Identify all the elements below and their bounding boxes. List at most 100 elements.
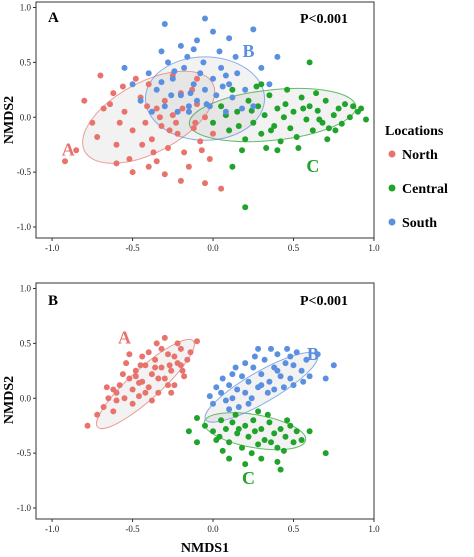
panel-b-point-north (100, 404, 107, 410)
panel-a-point-central (350, 103, 357, 110)
panel-a-point-central (261, 112, 268, 119)
panel-b-point-central (210, 428, 216, 435)
panel-b-point-south (218, 389, 225, 396)
panel-a-point-central (363, 116, 369, 123)
panel-a-point-north (161, 171, 168, 178)
panel-a-point-central (346, 114, 353, 121)
panel-a-point-south (185, 103, 192, 110)
panel-a-point-south (250, 103, 257, 110)
panel-a-point-north (107, 101, 113, 108)
panel-a-point-central (324, 136, 331, 143)
panel-a-point-south (210, 75, 216, 82)
panel-a-point-north (62, 158, 68, 165)
panel-a-point-central (342, 101, 348, 108)
panel-a-point-central (335, 105, 342, 112)
panel-b-point-central (242, 461, 249, 468)
panel-b-point-north (126, 351, 133, 358)
panel-a-cluster-label-central: C (306, 156, 319, 176)
panel-a-point-central (235, 123, 242, 129)
panel-b-point-south (268, 345, 274, 352)
panel-a-point-north (194, 75, 200, 82)
panel-b-point-south (277, 373, 284, 380)
panel-a-point-south (184, 53, 191, 60)
panel-b-point-north (152, 356, 159, 363)
panel-b-point-south (290, 382, 297, 389)
panel-a-point-north (150, 149, 157, 156)
panel-b-point-north (84, 422, 91, 429)
panel-b-x-axis-title: NMDS1 (181, 541, 229, 556)
panel-b-point-south (258, 382, 265, 389)
panel-b-point-north (139, 353, 146, 360)
panel-b-point-central (251, 428, 258, 435)
panel-b-point-south (293, 349, 300, 356)
panel-a-point-north (129, 127, 136, 134)
panel-a-point-south (200, 59, 207, 66)
panel-b-point-central (255, 408, 262, 415)
panel-a-point-central (245, 97, 252, 104)
panel-a-point-north (174, 130, 181, 137)
panel-a-point-south (258, 64, 265, 71)
panel-b-cluster-label-central: C (242, 468, 255, 488)
panel-b-y-tick-label: -0.5 (17, 448, 32, 458)
panel-b-point-north (155, 389, 162, 396)
panel-a-point-south (129, 81, 136, 88)
panel-b-point-south (306, 373, 313, 380)
panel-a-point-north (179, 105, 186, 112)
panel-b-point-central (298, 437, 305, 443)
panel-b-point-central (284, 417, 291, 424)
panel-b-y-tick-label: -1.0 (17, 503, 32, 513)
panel-b-point-north (116, 382, 123, 389)
panel-b-point-north (152, 364, 159, 371)
panel-a-y-ticks: -1.0 -0.5 0.0 0.5 1.0 (17, 2, 36, 232)
panel-a-point-north (132, 75, 139, 82)
panel-b-point-north (153, 340, 160, 347)
panel-b-point-north (187, 349, 194, 356)
panel-b-point-north (105, 395, 112, 402)
panel-a-point-north (119, 83, 126, 90)
panel-b-point-north (184, 356, 191, 363)
panel-a-cluster-label-north: A (62, 140, 75, 160)
panel-a-point-central (338, 120, 345, 127)
panel-a-point-south (218, 64, 225, 71)
panel-b-point-south (222, 397, 229, 404)
panel-a-point-north (145, 163, 152, 170)
panel-a-point-south (181, 64, 188, 71)
panel-a-x-tick-label: 0.5 (288, 243, 300, 253)
panel-a-point-north (161, 97, 168, 104)
panel-b-point-south (271, 386, 278, 393)
panel-a-point-north (190, 125, 197, 132)
panel-a-point-central (229, 163, 236, 170)
panel-a-point-south (222, 108, 229, 115)
panel-a-point-central (263, 145, 270, 151)
panel-b-point-south (282, 360, 289, 367)
panel-a-point-south (202, 15, 208, 22)
panel-a-point-south (194, 37, 200, 44)
panel-a-point-central (253, 83, 260, 90)
panel-a-point-north (185, 163, 192, 170)
panel-b-cluster-labels: A C B (118, 327, 319, 488)
panel-a-point-south (222, 72, 229, 79)
panel-b-point-central (216, 433, 223, 440)
panel-b-point-north (126, 375, 133, 382)
panel-b-point-north (119, 371, 126, 378)
panel-b-point-central (226, 439, 233, 446)
panel-b-point-central (235, 426, 242, 432)
legend-entries: North Central South (388, 148, 448, 231)
panel-a-point-south (203, 101, 210, 108)
panel-a-point-north (166, 127, 173, 134)
panel-b-point-central (242, 422, 249, 429)
panel-b-point-north (132, 367, 139, 374)
panel-a-point-south (226, 35, 233, 42)
panel-a-point-central (332, 127, 339, 134)
panel-a-x-ticks: -1.0 -0.5 0.0 0.5 1.0 (45, 238, 380, 253)
panel-b-point-central (277, 426, 284, 432)
panel-a-cluster-labels: A C B (62, 41, 320, 176)
legend: Locations North Central South (385, 124, 448, 231)
panel-a-point-central (293, 134, 300, 140)
panel-b-point-north (171, 353, 178, 360)
panel-b-point-south (245, 400, 252, 407)
panel-b-point-central (274, 458, 281, 465)
panel-a-point-central (277, 138, 284, 145)
panel-a-point-south (242, 86, 249, 93)
panel-a-point-central (218, 103, 225, 110)
